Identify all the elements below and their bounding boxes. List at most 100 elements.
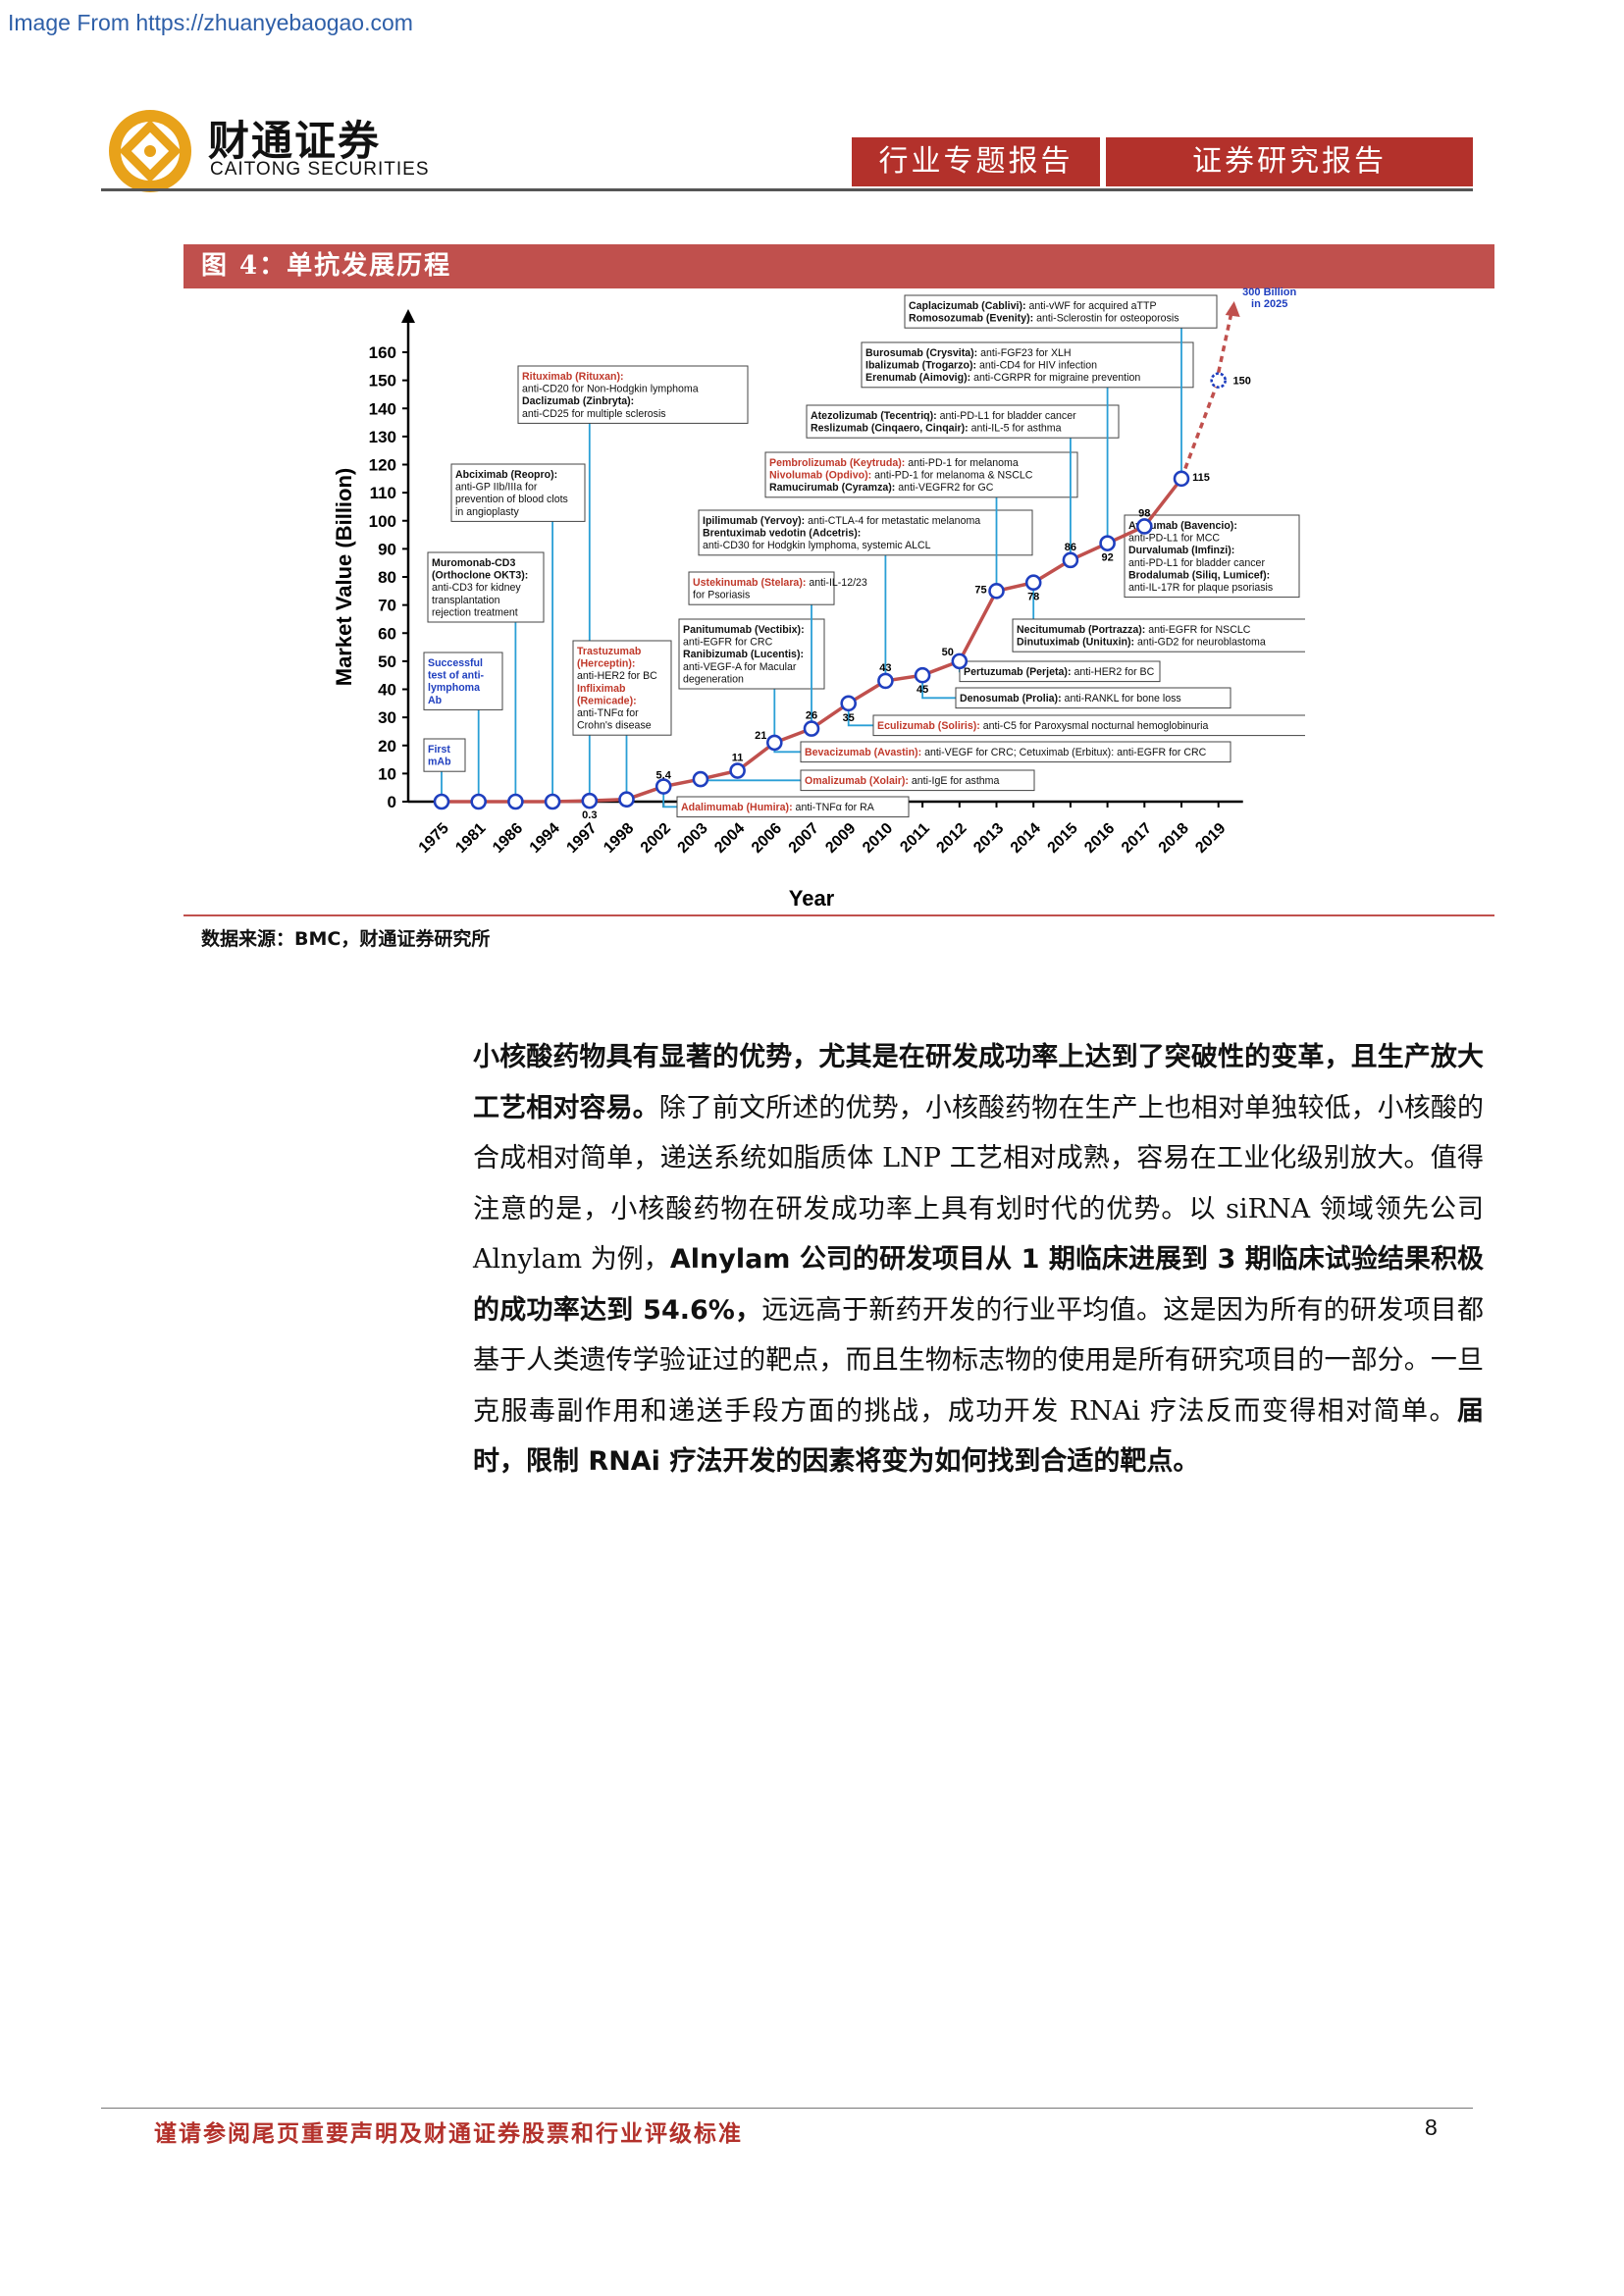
annotation-connector — [773, 750, 801, 754]
data-label: 43 — [879, 662, 891, 674]
y-tick-label: 30 — [378, 708, 396, 727]
annotation-box — [678, 618, 825, 690]
y-tick-label: 150 — [369, 372, 396, 391]
annotation-line: Ustekinumab (Stelara): anti-IL-12/23 — [693, 577, 867, 589]
series-line-projected — [1179, 380, 1221, 480]
page-number: 8 — [1425, 2114, 1438, 2140]
annotation-line: Ipilimumab (Yervoy): anti-CTLA-4 for met… — [703, 515, 980, 527]
projection-line — [1216, 308, 1234, 373]
annotation-connector — [847, 710, 873, 727]
data-label: 0.3 — [582, 809, 597, 821]
body-paragraph: 小核酸药物具有显著的优势，尤其是在研发成功率上达到了突破性的变革，且生产放大工艺… — [473, 1032, 1484, 1487]
data-point — [1062, 551, 1079, 569]
y-tick-label: 160 — [369, 343, 396, 362]
data-label: 78 — [1027, 592, 1039, 603]
annotation-line: Bevacizumab (Avastin): anti-VEGF for CRC… — [805, 747, 1207, 758]
annotation-line: Erenumab (Aimovig): anti-CGRPR for migra… — [865, 372, 1140, 384]
y-tick-label: 120 — [369, 456, 396, 475]
y-tick-label: 140 — [369, 399, 396, 418]
x-axis-title: Year — [789, 886, 835, 911]
annotation-line: mAb — [428, 757, 451, 768]
y-tick-label: 90 — [378, 540, 396, 558]
annotation-line: Burosumab (Crysvita): anti-FGF23 for XLH — [865, 347, 1072, 359]
annotation-line: anti-CD3 for kidney — [432, 582, 521, 594]
annotation-box — [676, 796, 910, 818]
data-label: 115 — [1192, 472, 1210, 484]
annotation-line: Crohn's disease — [577, 720, 652, 732]
y-tick-label: 40 — [378, 681, 396, 700]
data-label: 98 — [1138, 507, 1150, 519]
annotation-box — [698, 509, 1033, 556]
annotation-line: Dinutuximab (Unituxin): anti-GD2 for neu… — [1017, 637, 1266, 649]
data-point — [618, 791, 635, 809]
x-tick-label: 1998 — [601, 820, 637, 857]
x-tick-label: 2013 — [970, 820, 1007, 857]
annotation-line: anti-HER2 for BC — [577, 670, 657, 682]
data-point — [692, 770, 709, 788]
annotation-box — [861, 341, 1194, 389]
x-tick-label: 2015 — [1045, 820, 1081, 857]
annotation-connector — [662, 794, 677, 809]
annotation-line: Adalimumab (Humira): anti-TNFα for RA — [681, 802, 875, 813]
annotation-line: anti-CD20 for Non-Hodgkin lymphoma — [522, 384, 699, 395]
x-tick-label: 2002 — [638, 820, 674, 857]
data-label: 35 — [843, 712, 855, 724]
annotation-box — [800, 769, 1035, 792]
mab-market-chart: 0 10 20 30 40 50 60 70 80 90 100 110 120 130 140 150 160… — [332, 287, 1305, 911]
x-tick-label: 2017 — [1119, 820, 1155, 857]
annotation-box — [764, 451, 1078, 498]
x-tick-label: 1975 — [416, 820, 452, 857]
figure-divider — [183, 914, 1494, 916]
annotation-line: anti-PD-L1 for MCC — [1128, 533, 1220, 545]
data-point — [1099, 535, 1116, 551]
annotation-line: Ranibizumab (Lucentis): — [683, 649, 804, 660]
annotation-line: Brodalumab (Siliq, Lumicef): — [1128, 569, 1270, 581]
x-tick-label: 2011 — [897, 820, 933, 857]
x-tick-label: 2010 — [860, 820, 896, 857]
company-logo — [109, 110, 191, 192]
annotation-line: (Orthoclone OKT3): — [432, 570, 528, 582]
annotation-connector — [921, 683, 956, 700]
body-text-2: 远远高于新药开发的行业平均值。这是因为所有的研发项目都基于人类遗传学验证过的靶点… — [473, 1294, 1485, 1427]
annotation-line: (Remicade): — [577, 695, 637, 706]
data-label: 92 — [1101, 552, 1113, 564]
x-tick-label: 2014 — [1008, 820, 1044, 857]
annotation-line: Reslizumab (Cinqaero, Cinqair): anti-IL-… — [811, 423, 1062, 435]
annotation-connector — [699, 779, 801, 788]
annotation-box — [427, 551, 545, 623]
data-label: 150 — [1233, 376, 1251, 388]
x-tick-label: 2019 — [1192, 820, 1229, 857]
annotation-line: Trastuzumab — [577, 646, 642, 657]
annotation-box — [806, 404, 1120, 439]
annotation-line: Ibalizumab (Trogarzo): anti-CD4 for HIV … — [865, 360, 1097, 372]
annotation-line: prevention of blood clots — [455, 494, 568, 505]
annotation-box — [517, 365, 749, 424]
annotation-line: Abciximab (Reopro): — [455, 469, 557, 481]
data-point — [914, 666, 931, 684]
annotation-box — [423, 738, 466, 772]
data-point — [877, 672, 894, 690]
x-tick-label: 1986 — [490, 820, 526, 857]
annotation-line: Rituximab (Rituxan): — [522, 371, 624, 383]
annotation-line: anti-CD25 for multiple sclerosis — [522, 408, 666, 420]
annotation-line: anti-TNFα for — [577, 707, 639, 719]
data-point — [544, 793, 561, 810]
x-tick-label: 2006 — [749, 820, 785, 857]
annotation-line: Ramucirumab (Cyramza): anti-VEGFR2 for G… — [769, 482, 994, 494]
header-tag-research: 证券研究报告 — [1106, 137, 1473, 186]
body-bold-alnylam: Alnylam 公司的研发项目从 1 期临床进展到 3 期临床试验结果积极的成功… — [473, 1244, 1484, 1326]
header-tag-industry: 行业专题报告 — [852, 137, 1100, 186]
data-label: 5.4 — [656, 770, 672, 782]
body-text-1: 除了前文所述的优势，小核酸药物在生产上也相对单独较低，小核酸的合成相对简单，递送… — [473, 1092, 1485, 1276]
figure-source: 数据来源：BMC，财通证券研究所 — [201, 928, 491, 950]
annotation-line: Necitumumab (Portrazza): anti-EGFR for N… — [1017, 624, 1251, 636]
annotation-line: Atezolizumab (Tecentriq): anti-PD-L1 for… — [811, 410, 1076, 422]
footer-divider — [101, 2108, 1473, 2109]
brand-name-cn: 财通证券 — [208, 117, 382, 165]
annotation-box — [423, 652, 503, 710]
projection-arrow — [1225, 301, 1240, 317]
data-point — [803, 720, 820, 737]
y-axis-title: Market Value (Billion) — [332, 468, 356, 687]
annotation-line: Ab — [428, 695, 443, 706]
data-point — [988, 583, 1005, 600]
